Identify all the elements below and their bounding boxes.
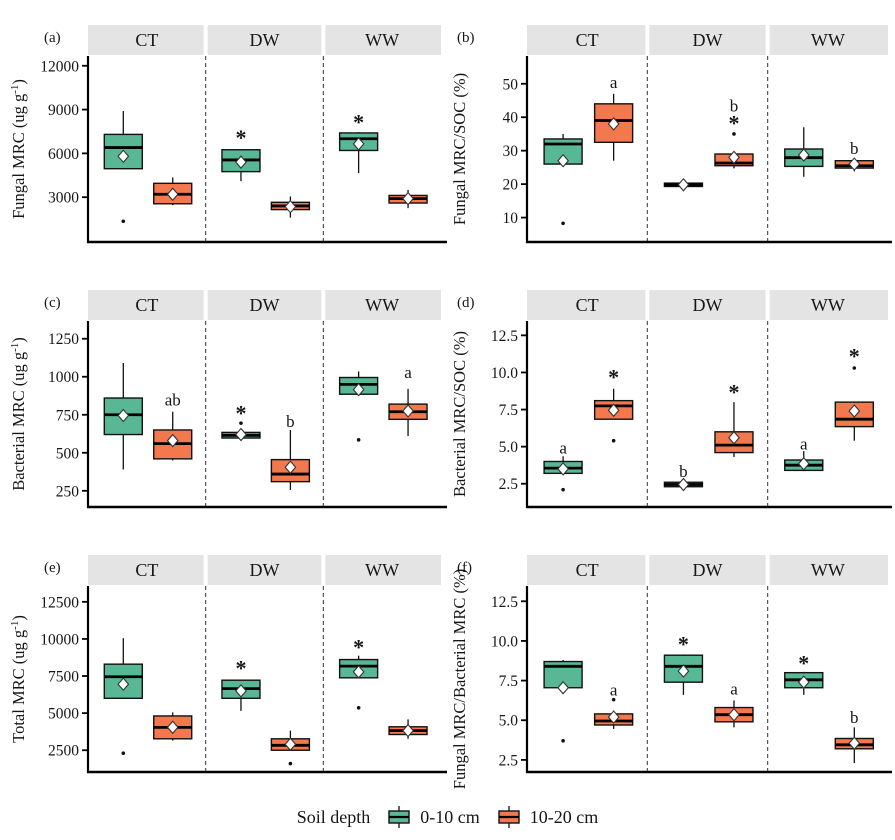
svg-text:Bacterial MRC/SOC (%): Bacterial MRC/SOC (%) bbox=[450, 331, 469, 497]
svg-text:Total MRC (ug g-1): Total MRC (ug g-1) bbox=[9, 615, 28, 743]
svg-text:(d): (d) bbox=[457, 295, 475, 311]
svg-text:250: 250 bbox=[56, 483, 80, 500]
svg-text:9000: 9000 bbox=[48, 102, 79, 119]
svg-text:ab: ab bbox=[165, 391, 181, 410]
svg-text:DW: DW bbox=[693, 560, 723, 580]
panel-grid: CT DW WW 3000 6000 9000 12000 Fungal MRC (ug g-… bbox=[9, 25, 892, 789]
svg-text:5.0: 5.0 bbox=[499, 713, 519, 730]
panel-c-bacterial-mrc-chart: CT DW WW 250 500 750 1000 1250 Bacterial MRC (ug… bbox=[9, 290, 447, 509]
svg-text:a: a bbox=[610, 680, 618, 699]
svg-text:DW: DW bbox=[693, 295, 723, 315]
svg-text:*: * bbox=[798, 651, 809, 676]
svg-text:(a): (a) bbox=[44, 30, 61, 46]
svg-text:12.5: 12.5 bbox=[491, 328, 518, 345]
panel-d-bacterial-mrc-soc-chart: CT DW WW 2.5 5.0 7.5 10.0 12.5 Bacterial MRC/SOC… bbox=[450, 290, 892, 509]
boxplot-swatch-10-20cm-icon bbox=[498, 806, 520, 828]
svg-text:CT: CT bbox=[135, 30, 158, 50]
svg-text:7.5: 7.5 bbox=[499, 673, 519, 690]
svg-text:Bacterial MRC (ug g-1): Bacterial MRC (ug g-1) bbox=[9, 337, 28, 491]
svg-text:Fungal MRC (ug g-1): Fungal MRC (ug g-1) bbox=[9, 79, 28, 219]
svg-text:*: * bbox=[235, 125, 246, 150]
svg-text:WW: WW bbox=[811, 295, 845, 315]
svg-text:(e): (e) bbox=[44, 560, 61, 576]
svg-text:500: 500 bbox=[56, 445, 80, 462]
svg-text:b: b bbox=[286, 412, 295, 431]
svg-text:DW: DW bbox=[693, 30, 723, 50]
svg-text:a: a bbox=[610, 73, 618, 92]
panel-e-total-mrc-chart: CT DW WW 2500 5000 7500 10000 12500 Total MRC (u… bbox=[9, 555, 447, 774]
svg-text:12500: 12500 bbox=[40, 594, 79, 611]
svg-text:(c): (c) bbox=[44, 295, 61, 311]
boxplot-swatch-0-10cm-icon bbox=[388, 806, 410, 828]
svg-text:50: 50 bbox=[503, 76, 519, 93]
svg-text:a: a bbox=[800, 435, 808, 454]
svg-text:DW: DW bbox=[250, 560, 280, 580]
svg-text:WW: WW bbox=[365, 30, 399, 50]
svg-text:1250: 1250 bbox=[48, 331, 79, 348]
svg-text:a: a bbox=[404, 363, 412, 382]
svg-text:2.5: 2.5 bbox=[499, 752, 519, 769]
svg-text:(b): (b) bbox=[457, 30, 475, 46]
svg-text:5.0: 5.0 bbox=[499, 439, 519, 456]
svg-text:Fungal MRC/Bacterial MRC (%): Fungal MRC/Bacterial MRC (%) bbox=[450, 569, 469, 789]
svg-text:(f): (f) bbox=[457, 560, 472, 576]
svg-text:10.0: 10.0 bbox=[491, 633, 518, 650]
svg-text:Fungal MRC/SOC (%): Fungal MRC/SOC (%) bbox=[450, 73, 469, 225]
svg-text:*: * bbox=[353, 110, 364, 135]
svg-text:*: * bbox=[608, 364, 619, 389]
svg-text:30: 30 bbox=[503, 143, 519, 160]
panel-f-fungal-bacterial-ratio-chart: CT DW WW 2.5 5.0 7.5 10.0 12.5 Fungal MRC/Bacter… bbox=[450, 555, 892, 789]
svg-text:3000: 3000 bbox=[48, 190, 79, 207]
svg-text:*: * bbox=[728, 379, 739, 404]
svg-text:12.5: 12.5 bbox=[491, 594, 518, 611]
svg-text:*: * bbox=[235, 401, 246, 426]
panel-a-fungal-mrc-chart: CT DW WW 3000 6000 9000 12000 Fungal MRC (ug g-… bbox=[9, 25, 447, 244]
svg-text:7.5: 7.5 bbox=[499, 402, 519, 419]
svg-text:WW: WW bbox=[811, 560, 845, 580]
legend-title: Soil depth bbox=[296, 806, 371, 827]
svg-text:DW: DW bbox=[250, 30, 280, 50]
svg-text:b: b bbox=[850, 708, 859, 727]
svg-text:2.5: 2.5 bbox=[499, 476, 519, 493]
svg-text:10: 10 bbox=[503, 210, 519, 227]
svg-text:CT: CT bbox=[576, 560, 599, 580]
legend-entry-10-20cm: 10-20 cm bbox=[496, 805, 598, 829]
svg-text:a: a bbox=[730, 680, 738, 699]
svg-text:b: b bbox=[730, 97, 739, 116]
svg-text:10.0: 10.0 bbox=[491, 365, 518, 382]
svg-text:2500: 2500 bbox=[48, 743, 79, 760]
svg-text:*: * bbox=[235, 655, 246, 680]
svg-text:10000: 10000 bbox=[40, 631, 79, 648]
svg-text:CT: CT bbox=[135, 295, 158, 315]
svg-text:20: 20 bbox=[503, 177, 519, 194]
legend-label-0-10cm: 0-10 cm bbox=[420, 806, 480, 827]
svg-text:5000: 5000 bbox=[48, 706, 79, 723]
legend-label-10-20cm: 10-20 cm bbox=[529, 806, 599, 827]
svg-text:b: b bbox=[850, 139, 859, 158]
svg-text:7500: 7500 bbox=[48, 669, 79, 686]
svg-text:*: * bbox=[728, 111, 739, 136]
svg-text:CT: CT bbox=[135, 560, 158, 580]
soil-depth-legend: Soil depth 0-10 cm 10-20 cm bbox=[0, 795, 895, 839]
svg-text:6000: 6000 bbox=[48, 146, 79, 163]
svg-text:WW: WW bbox=[365, 295, 399, 315]
svg-text:1000: 1000 bbox=[48, 369, 79, 386]
svg-text:*: * bbox=[678, 632, 689, 657]
svg-text:750: 750 bbox=[56, 407, 80, 424]
svg-text:12000: 12000 bbox=[40, 58, 79, 75]
svg-text:CT: CT bbox=[576, 30, 599, 50]
svg-text:b: b bbox=[679, 462, 688, 481]
svg-text:40: 40 bbox=[503, 110, 519, 127]
svg-text:DW: DW bbox=[250, 295, 280, 315]
legend-entry-0-10cm: 0-10 cm bbox=[386, 805, 480, 829]
svg-text:WW: WW bbox=[365, 560, 399, 580]
svg-text:*: * bbox=[353, 635, 364, 660]
svg-text:*: * bbox=[849, 344, 860, 369]
svg-text:a: a bbox=[559, 438, 567, 457]
svg-text:WW: WW bbox=[811, 30, 845, 50]
svg-text:CT: CT bbox=[576, 295, 599, 315]
